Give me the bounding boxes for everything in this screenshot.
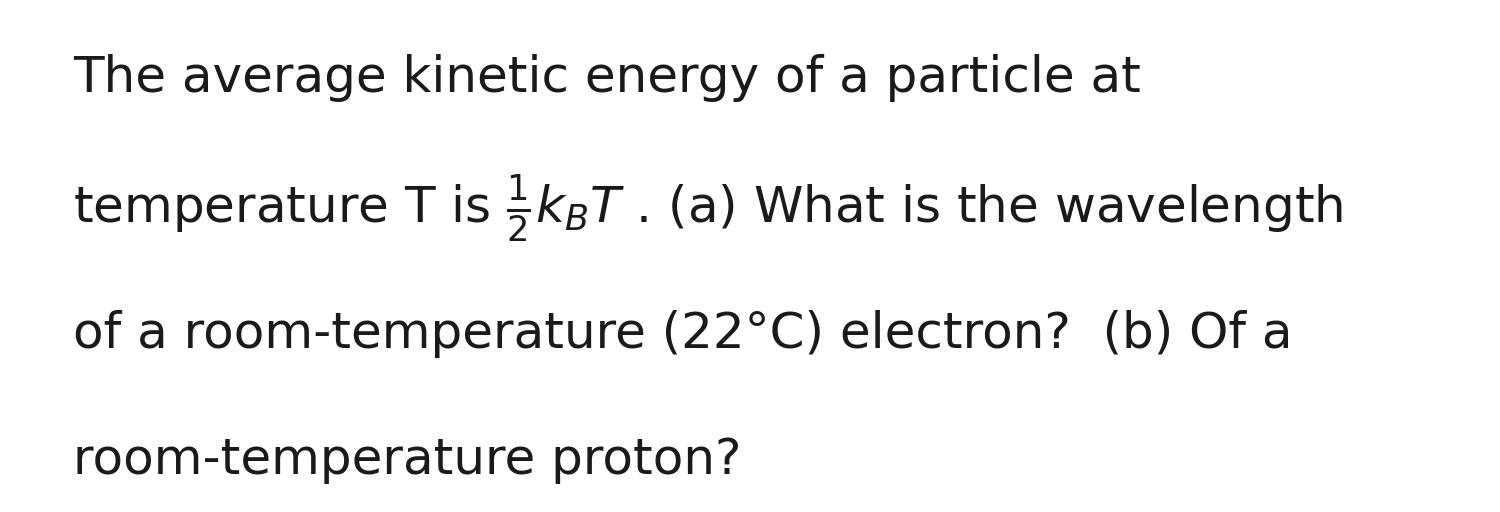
Text: room-temperature proton?: room-temperature proton? <box>74 436 741 484</box>
Text: The average kinetic energy of a particle at: The average kinetic energy of a particle… <box>74 54 1142 102</box>
Text: temperature T is $\frac{1}{2}k_B T$ . (a) What is the wavelength: temperature T is $\frac{1}{2}k_B T$ . (a… <box>74 173 1342 245</box>
Text: of a room-temperature (22°C) electron?  (b) Of a: of a room-temperature (22°C) electron? (… <box>74 310 1293 358</box>
